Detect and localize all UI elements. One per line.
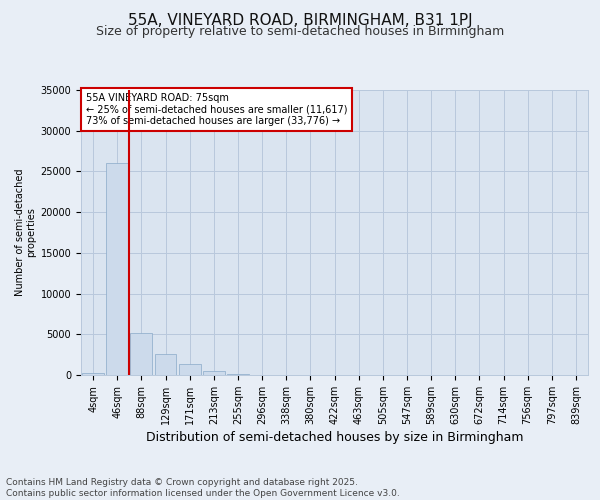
Bar (203, 371, 224, 375)
Bar (227, 374, 249, 375)
Y-axis label: Number of semi-detached
properties: Number of semi-detached properties (14, 169, 36, 296)
Text: Size of property relative to semi-detached houses in Birmingham: Size of property relative to semi-detach… (96, 25, 504, 38)
Text: 55A, VINEYARD ROAD, BIRMINGHAM, B31 1PJ: 55A, VINEYARD ROAD, BIRMINGHAM, B31 1PJ (128, 12, 472, 28)
Bar (106, 164, 128, 375)
Text: Contains HM Land Registry data © Crown copyright and database right 2025.
Contai: Contains HM Land Registry data © Crown c… (6, 478, 400, 498)
Bar (155, 354, 176, 375)
Bar (130, 334, 152, 375)
Text: 55A VINEYARD ROAD: 75sqm
← 25% of semi-detached houses are smaller (11,617)
73% : 55A VINEYARD ROAD: 75sqm ← 25% of semi-d… (86, 93, 347, 126)
X-axis label: Distribution of semi-detached houses by size in Birmingham: Distribution of semi-detached houses by … (146, 431, 523, 444)
Bar (179, 364, 200, 375)
Bar (82, 374, 104, 375)
